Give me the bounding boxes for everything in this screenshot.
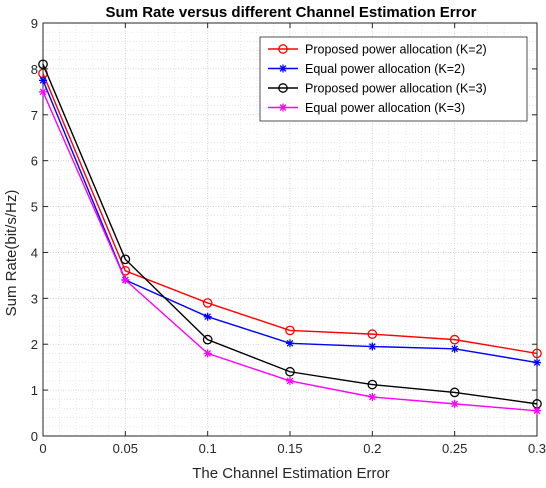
data-point-marker <box>533 406 541 415</box>
y-tick-label: 2 <box>31 337 38 352</box>
data-point-marker <box>203 349 212 358</box>
marker-stroke <box>39 77 47 84</box>
data-point-marker <box>279 103 287 112</box>
marker-stroke <box>204 350 212 357</box>
y-tick-label: 5 <box>31 200 38 215</box>
legend-entry: Proposed power allocation (K=2) <box>268 43 487 57</box>
y-tick-label: 7 <box>31 108 38 123</box>
data-point-marker <box>368 392 377 401</box>
marker-stroke <box>286 339 294 347</box>
x-axis-title: The Channel Estimation Error <box>192 465 390 482</box>
data-point-marker <box>121 275 130 284</box>
data-point-marker <box>202 298 213 308</box>
data-point-marker <box>449 387 460 398</box>
legend-label: Proposed power allocation (K=2) <box>305 43 487 57</box>
marker-stroke <box>451 345 459 353</box>
data-point-marker <box>367 329 378 339</box>
axis-ticks <box>42 22 538 437</box>
marker-stroke <box>286 377 294 385</box>
data-point-marker <box>278 44 288 54</box>
marker-stroke <box>279 65 287 72</box>
data-point-marker <box>202 334 213 345</box>
data-point-marker <box>285 325 295 336</box>
data-point-marker <box>368 342 377 351</box>
legend-label: Equal power allocation (K=2) <box>305 62 465 76</box>
series-line <box>42 64 538 405</box>
data-point-marker <box>286 376 294 385</box>
marker-stroke <box>533 407 541 415</box>
x-tick-label: 0.15 <box>277 441 302 456</box>
y-tick-label: 9 <box>31 16 38 31</box>
data-point-marker <box>120 254 131 265</box>
series-4 <box>39 87 541 415</box>
data-point-marker <box>39 76 47 85</box>
legend-label: Proposed power allocation (K=3) <box>305 82 487 96</box>
y-tick-label: 3 <box>31 291 38 306</box>
marker-stroke <box>39 88 47 96</box>
data-point-marker <box>279 64 287 73</box>
x-tick-label: 0.3 <box>528 441 546 456</box>
y-tick-label: 8 <box>31 62 38 77</box>
x-tick-label: 0.1 <box>199 441 217 456</box>
marker-stroke <box>368 343 376 350</box>
data-point-marker <box>532 348 542 359</box>
legend-entry: Equal power allocation (K=3) <box>268 101 465 115</box>
legend-entry: Proposed power allocation (K=3) <box>268 82 487 96</box>
chart-title: Sum Rate versus different Channel Estima… <box>106 4 477 21</box>
y-tick-label: 0 <box>31 429 38 444</box>
data-point-marker <box>39 87 47 96</box>
marker-stroke <box>368 393 376 401</box>
series-3 <box>38 59 542 409</box>
legend-box <box>259 36 528 122</box>
y-tick-label: 1 <box>31 383 38 398</box>
data-point-marker <box>278 83 288 93</box>
x-tick-label: 0.2 <box>363 441 381 456</box>
data-point-marker <box>286 339 294 348</box>
marker-stroke <box>451 400 459 408</box>
y-axis-title: Sum Rate(bit/s/Hz) <box>3 190 20 317</box>
legend-entry: Equal power allocation (K=2) <box>268 62 465 76</box>
data-point-marker <box>533 358 541 367</box>
legend-label: Equal power allocation (K=3) <box>305 101 465 115</box>
series-1 <box>38 68 542 359</box>
data-point-marker <box>203 312 212 321</box>
data-point-marker <box>367 379 378 390</box>
marker-stroke <box>204 313 212 321</box>
data-point-marker <box>285 366 295 377</box>
series-line <box>42 73 538 355</box>
x-tick-label: 0 <box>39 441 46 456</box>
data-point-marker <box>450 399 459 408</box>
data-point-marker <box>450 344 459 353</box>
data-point-marker <box>38 59 48 70</box>
marker-stroke <box>533 359 541 366</box>
y-tick-label: 4 <box>31 245 38 260</box>
x-tick-label: 0.25 <box>442 441 467 456</box>
marker-stroke <box>121 276 129 284</box>
marker-stroke <box>279 104 287 111</box>
y-tick-label: 6 <box>31 154 38 169</box>
x-tick-label: 0.05 <box>113 441 138 456</box>
data-point-marker <box>449 334 460 345</box>
legend: Proposed power allocation (K=2) Equal pow… <box>259 36 528 122</box>
